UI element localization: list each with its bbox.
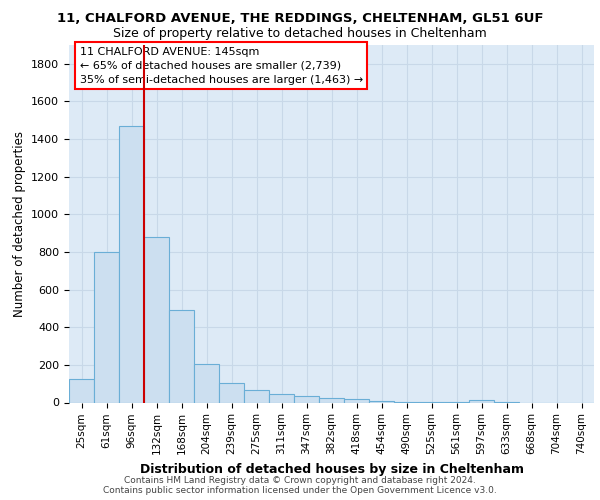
X-axis label: Distribution of detached houses by size in Cheltenham: Distribution of detached houses by size … xyxy=(139,462,523,475)
Bar xyxy=(194,364,219,403)
Text: 11, CHALFORD AVENUE, THE REDDINGS, CHELTENHAM, GL51 6UF: 11, CHALFORD AVENUE, THE REDDINGS, CHELT… xyxy=(57,12,543,26)
Bar xyxy=(144,237,169,402)
Bar xyxy=(244,390,269,402)
Bar xyxy=(344,399,369,402)
Bar xyxy=(469,400,494,402)
Bar xyxy=(369,401,394,402)
Bar xyxy=(169,310,194,402)
Bar xyxy=(119,126,144,402)
Bar xyxy=(219,382,244,402)
Text: Contains HM Land Registry data © Crown copyright and database right 2024.: Contains HM Land Registry data © Crown c… xyxy=(124,476,476,485)
Bar xyxy=(269,394,294,402)
Text: Size of property relative to detached houses in Cheltenham: Size of property relative to detached ho… xyxy=(113,28,487,40)
Y-axis label: Number of detached properties: Number of detached properties xyxy=(13,130,26,317)
Bar xyxy=(294,396,319,402)
Text: Contains public sector information licensed under the Open Government Licence v3: Contains public sector information licen… xyxy=(103,486,497,495)
Bar xyxy=(69,379,94,402)
Text: 11 CHALFORD AVENUE: 145sqm
← 65% of detached houses are smaller (2,739)
35% of s: 11 CHALFORD AVENUE: 145sqm ← 65% of deta… xyxy=(79,47,363,85)
Bar xyxy=(94,252,119,402)
Bar xyxy=(319,398,344,402)
